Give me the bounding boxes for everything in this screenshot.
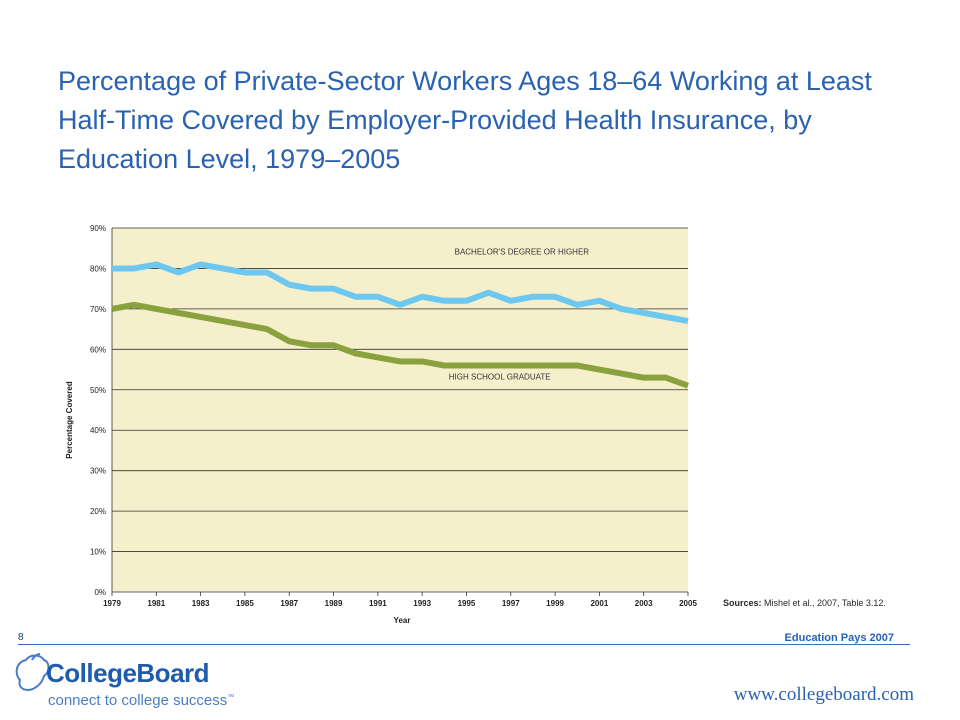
y-tick-label: 10% (90, 548, 106, 557)
x-tick-label: 1979 (103, 599, 121, 608)
x-tick-label: 1997 (502, 599, 520, 608)
x-tick-label: 1993 (413, 599, 431, 608)
series-label-2: HIGH SCHOOL GRADUATE (449, 373, 551, 382)
y-tick-label: 90% (90, 224, 106, 233)
series-label-1: BACHELOR'S DEGREE OR HIGHER (455, 247, 590, 256)
logo-trademark: ™ (227, 694, 235, 701)
x-tick-label: 2003 (635, 599, 653, 608)
x-axis-label: Year (394, 616, 411, 625)
x-tick-label: 1991 (369, 599, 387, 608)
slide-title: Percentage of Private-Sector Workers Age… (58, 66, 872, 174)
y-tick-label: 0% (94, 588, 106, 597)
y-tick-labels: 0% 10% 20% 30% 40% 50% 60% 70% 80% 90% (90, 224, 106, 597)
series-line-1 (112, 261, 689, 324)
plot-background (112, 228, 688, 592)
x-tick-label: 1981 (147, 599, 165, 608)
x-tick-labels: 1979 1981 1983 1985 1987 1989 1991 1993 1995 1997… (103, 599, 697, 608)
x-tick-label: 2005 (679, 599, 697, 608)
series-labels: BACHELOR'S DEGREE OR HIGHER HIGH SCHOOL G… (449, 247, 589, 381)
footer-divider (18, 644, 910, 645)
series-lines (111, 261, 690, 389)
x-tick-label: 1995 (458, 599, 476, 608)
x-tick-label: 1999 (546, 599, 564, 608)
logo-tagline: connect to college success™ (48, 692, 234, 709)
footer-label: Education Pays 2007 (784, 632, 894, 644)
x-tick-label: 1985 (236, 599, 254, 608)
y-tick-label: 40% (90, 426, 106, 435)
logo-tagline-text: connect to college success (48, 692, 228, 709)
sources-note: Sources: Mishel et al., 2007, Table 3.12… (723, 598, 886, 608)
x-tick-label: 2001 (590, 599, 608, 608)
y-tick-label: 70% (90, 305, 106, 314)
x-tick-label: 1987 (280, 599, 298, 608)
sources-label: Sources: (723, 598, 762, 608)
sources-text: Mishel et al., 2007, Table 3.12. (761, 598, 886, 608)
collegeboard-logo: CollegeBoard connect to college success™ (12, 652, 272, 714)
y-tick-label: 60% (90, 345, 106, 354)
y-tick-label: 80% (90, 264, 106, 273)
acorn-icon (15, 653, 50, 692)
x-tick-label: 1989 (325, 599, 343, 608)
y-axis-label: Percentage Covered (65, 381, 74, 458)
logo-name: CollegeBoard (46, 658, 210, 688)
page-number: 8 (18, 632, 24, 643)
gridlines (111, 227, 689, 596)
series-line-2 (111, 301, 690, 389)
y-tick-label: 50% (90, 386, 106, 395)
website-url[interactable]: www.collegeboard.com (733, 684, 914, 705)
y-tick-label: 20% (90, 507, 106, 516)
y-tick-label: 30% (90, 467, 106, 476)
x-tick-label: 1983 (192, 599, 210, 608)
line-chart: 0%10%20%30%40%50%60%70%80%90% 1979 1981 19… (65, 224, 697, 625)
